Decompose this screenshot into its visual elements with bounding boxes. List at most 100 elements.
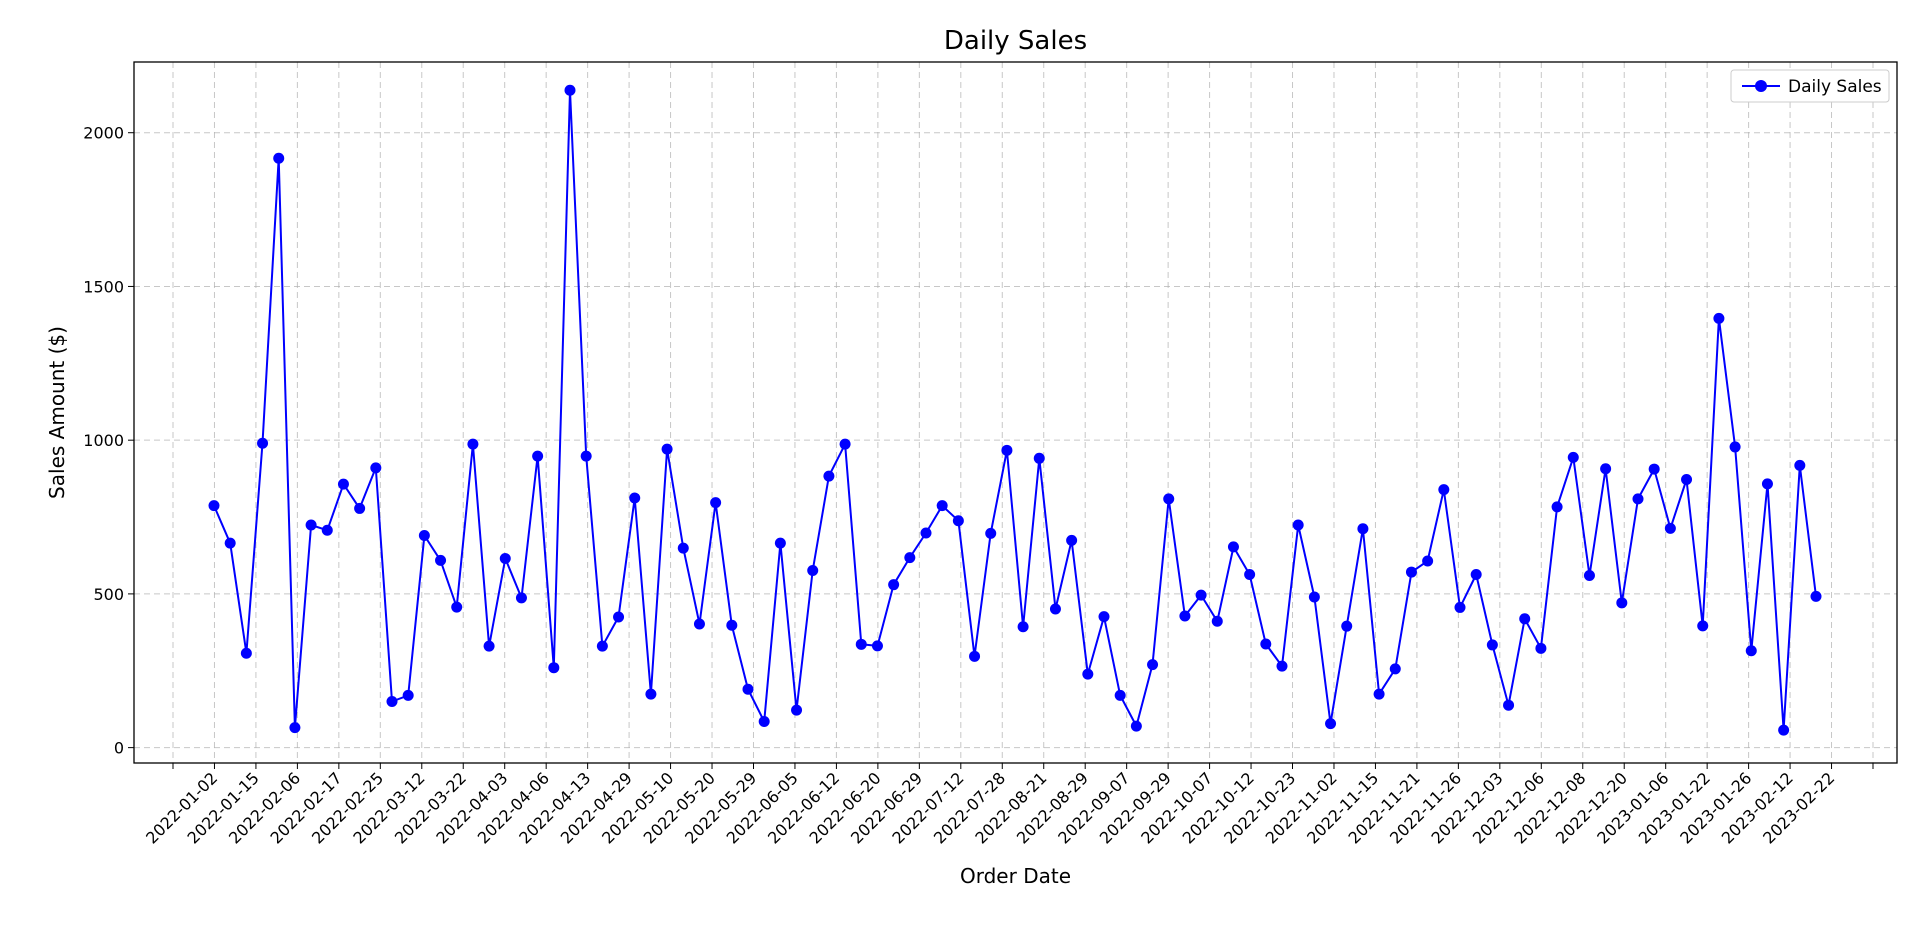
data-point: [418, 529, 430, 541]
data-point: [855, 638, 867, 650]
data-point: [1114, 689, 1126, 701]
legend-marker-icon: [1755, 80, 1767, 92]
data-point: [1486, 639, 1498, 651]
data-point: [273, 152, 285, 164]
data-point: [888, 579, 900, 591]
data-point: [613, 611, 625, 623]
data-point: [224, 537, 236, 549]
data-point: [467, 438, 479, 450]
data-point: [969, 650, 981, 662]
data-point: [726, 619, 738, 631]
data-point: [1179, 610, 1191, 622]
plot-area: [133, 61, 1898, 764]
data-point: [871, 640, 883, 652]
data-point: [1616, 597, 1628, 609]
data-point: [677, 542, 689, 554]
data-point: [904, 552, 916, 564]
data-point: [564, 84, 576, 96]
data-point: [1697, 620, 1709, 632]
data-point: [710, 497, 722, 509]
data-point: [548, 662, 560, 674]
grid-lines: [134, 62, 1897, 763]
data-point: [1778, 724, 1790, 736]
data-point: [1713, 312, 1725, 324]
series-daily-sales: [208, 84, 1822, 736]
data-point: [920, 527, 932, 539]
data-point: [758, 715, 770, 727]
data-point: [1405, 566, 1417, 578]
data-point: [661, 443, 673, 455]
data-point: [1519, 613, 1531, 625]
data-point: [1373, 688, 1385, 700]
data-point: [499, 553, 511, 565]
data-point: [1567, 451, 1579, 463]
legend-label: Daily Sales: [1788, 77, 1882, 97]
data-point: [1745, 645, 1757, 657]
data-point: [451, 601, 463, 613]
data-point: [240, 647, 252, 659]
series-line: [213, 89, 1817, 732]
data-point: [1066, 534, 1078, 546]
x-axis: 2022-01-022022-01-152022-02-062022-02-17…: [142, 763, 1874, 848]
data-point: [1600, 463, 1612, 475]
data-point: [1049, 603, 1061, 615]
data-point: [985, 527, 997, 539]
data-point: [936, 500, 948, 512]
data-point: [483, 640, 495, 652]
data-point: [1163, 493, 1175, 505]
data-point: [1422, 555, 1434, 567]
data-point: [1147, 659, 1159, 671]
data-point: [1503, 699, 1515, 711]
data-point: [645, 688, 657, 700]
data-point: [693, 618, 705, 630]
data-point: [807, 565, 819, 577]
data-point: [1325, 718, 1337, 730]
data-point: [1082, 668, 1094, 680]
data-point: [1438, 484, 1450, 496]
data-point: [1389, 663, 1401, 675]
data-point: [952, 515, 964, 527]
data-point: [1810, 590, 1822, 602]
data-point: [1551, 501, 1563, 513]
data-point: [435, 554, 447, 566]
y-tick-label: 0: [114, 739, 124, 758]
y-axis: 0 500 1000 1500 2000: [83, 124, 134, 758]
data-point: [1357, 523, 1369, 535]
y-tick-label: 500: [93, 585, 124, 604]
data-point: [1794, 459, 1806, 471]
legend-box: [1730, 69, 1890, 103]
data-point: [1276, 660, 1288, 672]
data-point: [289, 722, 301, 734]
data-point: [1260, 638, 1272, 650]
data-point: [1308, 591, 1320, 603]
data-point: [1761, 478, 1773, 490]
data-point: [1017, 621, 1029, 633]
data-point: [1211, 615, 1223, 627]
chart-title: Daily Sales: [944, 26, 1087, 56]
data-point: [1001, 444, 1013, 456]
y-tick-label: 2000: [83, 124, 124, 143]
data-point: [305, 519, 317, 531]
data-point: [1098, 611, 1110, 623]
data-point: [742, 683, 754, 695]
data-point: [1583, 569, 1595, 581]
data-point: [386, 696, 398, 708]
data-point: [596, 640, 608, 652]
data-point: [580, 450, 592, 462]
data-point: [1454, 601, 1466, 613]
data-point: [1341, 620, 1353, 632]
data-point: [321, 524, 333, 536]
data-point: [791, 704, 803, 716]
data-point: [1470, 569, 1482, 581]
data-point: [1681, 474, 1693, 486]
y-tick-label: 1000: [83, 431, 124, 450]
data-point: [208, 500, 220, 512]
data-point: [515, 592, 527, 604]
data-point: [402, 689, 414, 701]
data-point: [257, 437, 269, 449]
data-point: [532, 450, 544, 462]
data-point: [1664, 522, 1676, 534]
data-point: [1535, 642, 1547, 654]
data-point: [823, 470, 835, 482]
